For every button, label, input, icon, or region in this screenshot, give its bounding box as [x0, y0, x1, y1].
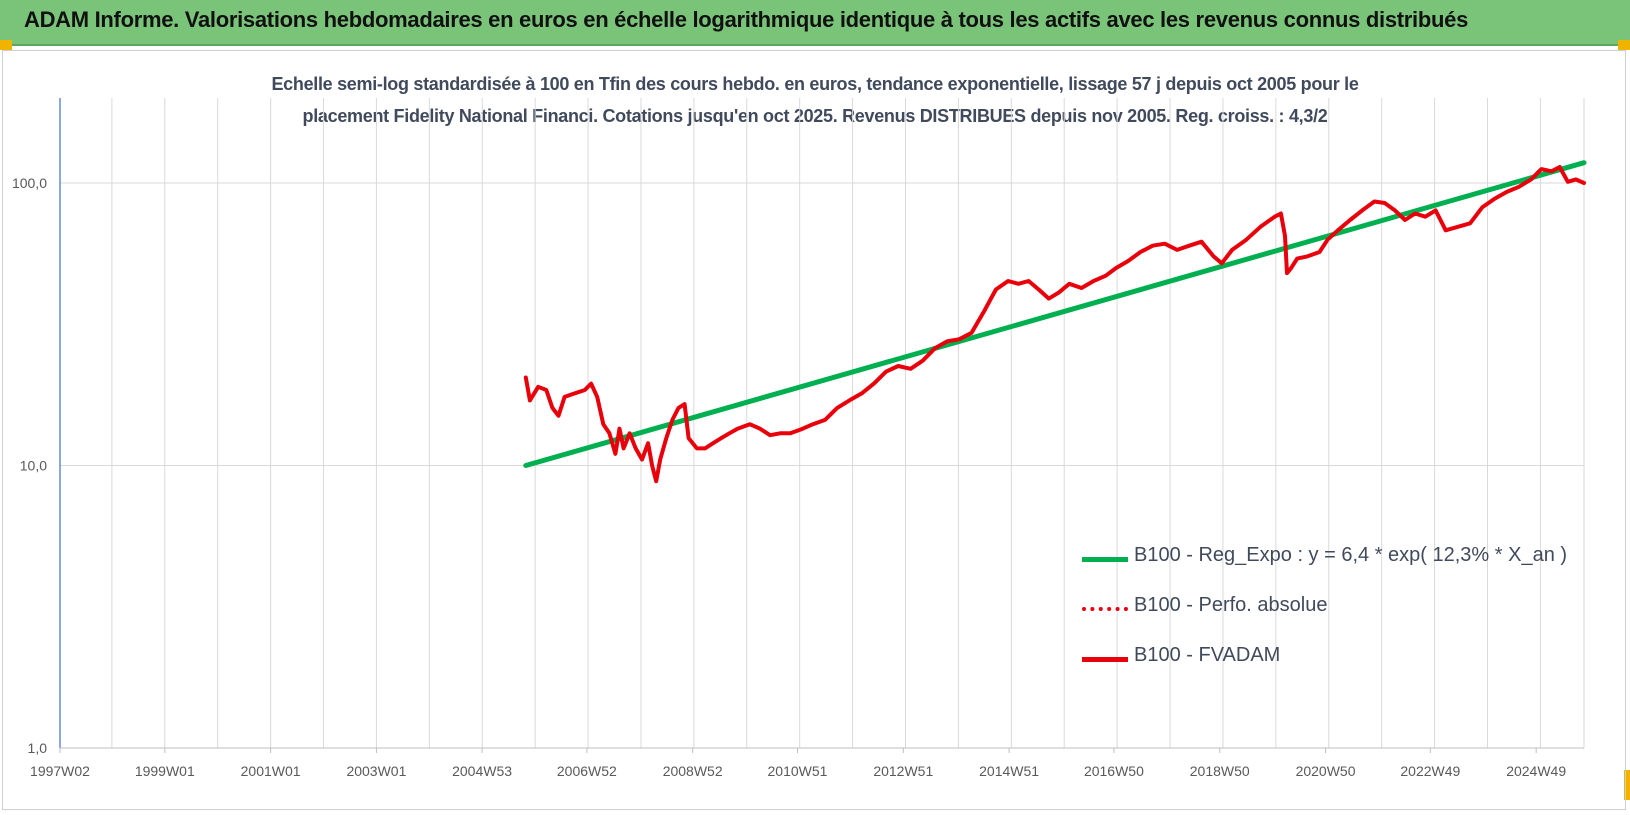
- series-line-trend: [523, 160, 1587, 468]
- corner-marker-left: [0, 40, 12, 50]
- y-tick-label: 1,0: [28, 740, 48, 756]
- header-banner: ADAM Informe. Valorisations hebdomadaire…: [0, 0, 1630, 46]
- series-line-fund: [523, 165, 1586, 484]
- legend-swatch-fund: [1082, 657, 1128, 662]
- x-tick-label: 2004W53: [452, 763, 512, 779]
- header-title: ADAM Informe. Valorisations hebdomadaire…: [24, 7, 1469, 32]
- chart-title: Echelle semi-log standardisée à 100 en T…: [200, 68, 1430, 132]
- x-tick-label: 2003W01: [346, 763, 406, 779]
- y-tick-label: 10,0: [20, 458, 47, 474]
- x-tick-label: 2016W50: [1084, 763, 1144, 779]
- x-tick-label: 2020W50: [1296, 763, 1356, 779]
- x-tick-label: 2006W52: [557, 763, 617, 779]
- chart-legend: B100 - Reg_Expo : y = 6,4 * exp( 12,3% *…: [1082, 540, 1582, 690]
- chart-frame: [2, 50, 1626, 810]
- legend-label-fund: B100 - FVADAM: [1134, 644, 1281, 666]
- x-tick-label: 2014W51: [979, 763, 1039, 779]
- corner-marker-bottom-right: [1624, 770, 1630, 800]
- x-tick-label: 2012W51: [873, 763, 933, 779]
- x-tick-label: 2022W49: [1400, 763, 1460, 779]
- x-tick-label: 2001W01: [241, 763, 301, 779]
- x-tick-label: 2010W51: [768, 763, 828, 779]
- legend-item-perf: B100 - Perfo. absolue: [1082, 590, 1582, 640]
- chart-title-line1: Echelle semi-log standardisée à 100 en T…: [271, 74, 1359, 94]
- legend-label-perf: B100 - Perfo. absolue: [1134, 594, 1328, 616]
- x-tick-label: 1997W02: [30, 763, 90, 779]
- chart-title-line2: placement Fidelity National Financi. Cot…: [302, 106, 1328, 126]
- legend-item-fund: B100 - FVADAM: [1082, 640, 1582, 690]
- legend-item-trend: B100 - Reg_Expo : y = 6,4 * exp( 12,3% *…: [1082, 540, 1582, 590]
- x-tick-label: 2008W52: [663, 763, 723, 779]
- x-tick-label: 2024W49: [1506, 763, 1566, 779]
- y-tick-label: 100,0: [12, 175, 47, 191]
- x-tick-label: 1999W01: [135, 763, 195, 779]
- legend-label-trend: B100 - Reg_Expo : y = 6,4 * exp( 12,3% *…: [1134, 544, 1568, 566]
- legend-swatch-perf: [1082, 607, 1128, 611]
- legend-swatch-trend: [1082, 557, 1128, 562]
- corner-marker-right: [1618, 40, 1630, 50]
- x-tick-label: 2018W50: [1190, 763, 1250, 779]
